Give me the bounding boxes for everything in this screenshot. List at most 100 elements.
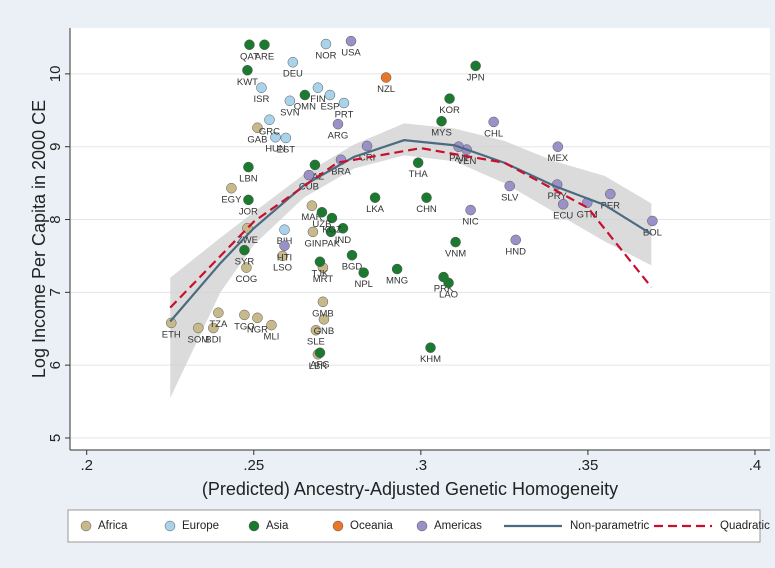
data-point — [270, 131, 281, 143]
point-label: SYR — [235, 257, 255, 268]
point-label: HTI — [277, 252, 292, 263]
point-label: KOR — [439, 105, 460, 116]
point-label: USA — [341, 48, 361, 59]
point-label: KHM — [420, 354, 441, 365]
point-label: ECU — [553, 211, 573, 222]
data-point — [337, 223, 349, 234]
point-label: GMB — [312, 308, 334, 319]
point-label: VNM — [445, 249, 466, 260]
data-point — [299, 89, 311, 101]
point-label: BOL — [643, 227, 662, 238]
data-point — [504, 180, 515, 192]
point-label: CUB — [299, 182, 319, 193]
data-point — [338, 97, 350, 109]
data-point — [552, 141, 564, 152]
data-point — [380, 72, 392, 83]
x-tick-label: .2 — [80, 457, 93, 474]
point-label: PAN — [449, 153, 468, 164]
legend-box — [67, 509, 761, 543]
x-tick-label: .4 — [749, 457, 762, 474]
point-label: JPN — [467, 72, 485, 83]
data-point — [312, 82, 324, 93]
data-point — [303, 169, 315, 181]
point-label: DEU — [283, 69, 303, 80]
point-label: LBR — [309, 361, 328, 372]
data-point — [647, 215, 658, 227]
legend-label: Africa — [98, 520, 128, 532]
data-point — [325, 226, 337, 238]
legend-marker — [80, 520, 92, 532]
data-point — [314, 256, 326, 268]
data-point — [284, 95, 296, 107]
y-axis-title: Log Income Per Capita in 2000 CE — [29, 100, 49, 378]
legend-marker — [248, 520, 260, 532]
point-label: HUN — [265, 144, 286, 155]
data-point — [310, 324, 322, 336]
legend-label: Americas — [434, 520, 482, 532]
legend-marker — [332, 520, 344, 532]
point-label: MRT — [313, 274, 334, 285]
point-label: TJK — [311, 268, 329, 279]
data-point — [280, 132, 292, 144]
data-point — [277, 250, 288, 262]
data-point — [266, 319, 277, 331]
data-point — [324, 89, 336, 101]
point-label: UZB — [312, 219, 331, 230]
point-label: PRT — [335, 110, 354, 121]
point-label: COG — [236, 274, 258, 285]
fit-line — [169, 147, 653, 309]
point-label: THA — [409, 169, 429, 180]
data-point — [450, 236, 461, 248]
data-point — [314, 347, 326, 359]
data-point — [412, 157, 424, 168]
point-label: SOM — [187, 335, 209, 346]
point-label: NIC — [462, 217, 479, 228]
point-label: MNG — [386, 276, 408, 287]
data-point — [470, 60, 481, 72]
point-label: QAT — [240, 51, 259, 62]
data-point — [306, 200, 318, 211]
y-tick-label: 8 — [47, 215, 64, 223]
point-label: SLE — [307, 337, 325, 348]
point-label: ZWE — [237, 235, 258, 246]
point-label: SVN — [280, 107, 300, 118]
point-label: AFG — [310, 359, 330, 370]
point-label: NPL — [354, 279, 372, 290]
point-label: PRY — [547, 191, 567, 202]
point-label: NOR — [315, 51, 336, 62]
data-point — [241, 262, 252, 273]
point-label: ARG — [328, 131, 349, 142]
point-label: PAK — [322, 238, 341, 249]
point-label: TGO — [234, 321, 255, 332]
y-tick-label: 7 — [47, 288, 64, 296]
point-label: LKA — [366, 204, 385, 215]
data-point — [193, 322, 204, 334]
data-point — [279, 240, 290, 251]
data-point — [279, 224, 290, 235]
data-point — [252, 122, 263, 134]
data-point — [317, 296, 329, 308]
y-tick-label: 6 — [47, 361, 64, 369]
legend-label: Europe — [182, 520, 219, 532]
point-label: LBN — [239, 174, 258, 185]
x-tick-label: .35 — [577, 457, 598, 474]
point-label: BRA — [331, 166, 351, 177]
plot-area — [70, 28, 770, 450]
point-label: MEX — [548, 153, 569, 164]
data-point — [605, 188, 616, 200]
x-tick-label: .25 — [243, 457, 264, 474]
data-point — [326, 212, 338, 224]
point-label: KAZ — [306, 171, 325, 182]
data-point — [332, 118, 344, 130]
point-label: BGD — [342, 262, 363, 273]
data-point — [243, 161, 254, 173]
point-label: NGR — [247, 324, 268, 335]
point-label: EGY — [221, 195, 242, 206]
data-point — [259, 39, 270, 50]
legend-label: Asia — [266, 520, 289, 532]
confidence-band — [170, 123, 652, 398]
data-point — [346, 249, 358, 261]
point-label: LSO — [273, 262, 292, 273]
data-point — [443, 277, 454, 289]
data-point — [252, 312, 263, 324]
